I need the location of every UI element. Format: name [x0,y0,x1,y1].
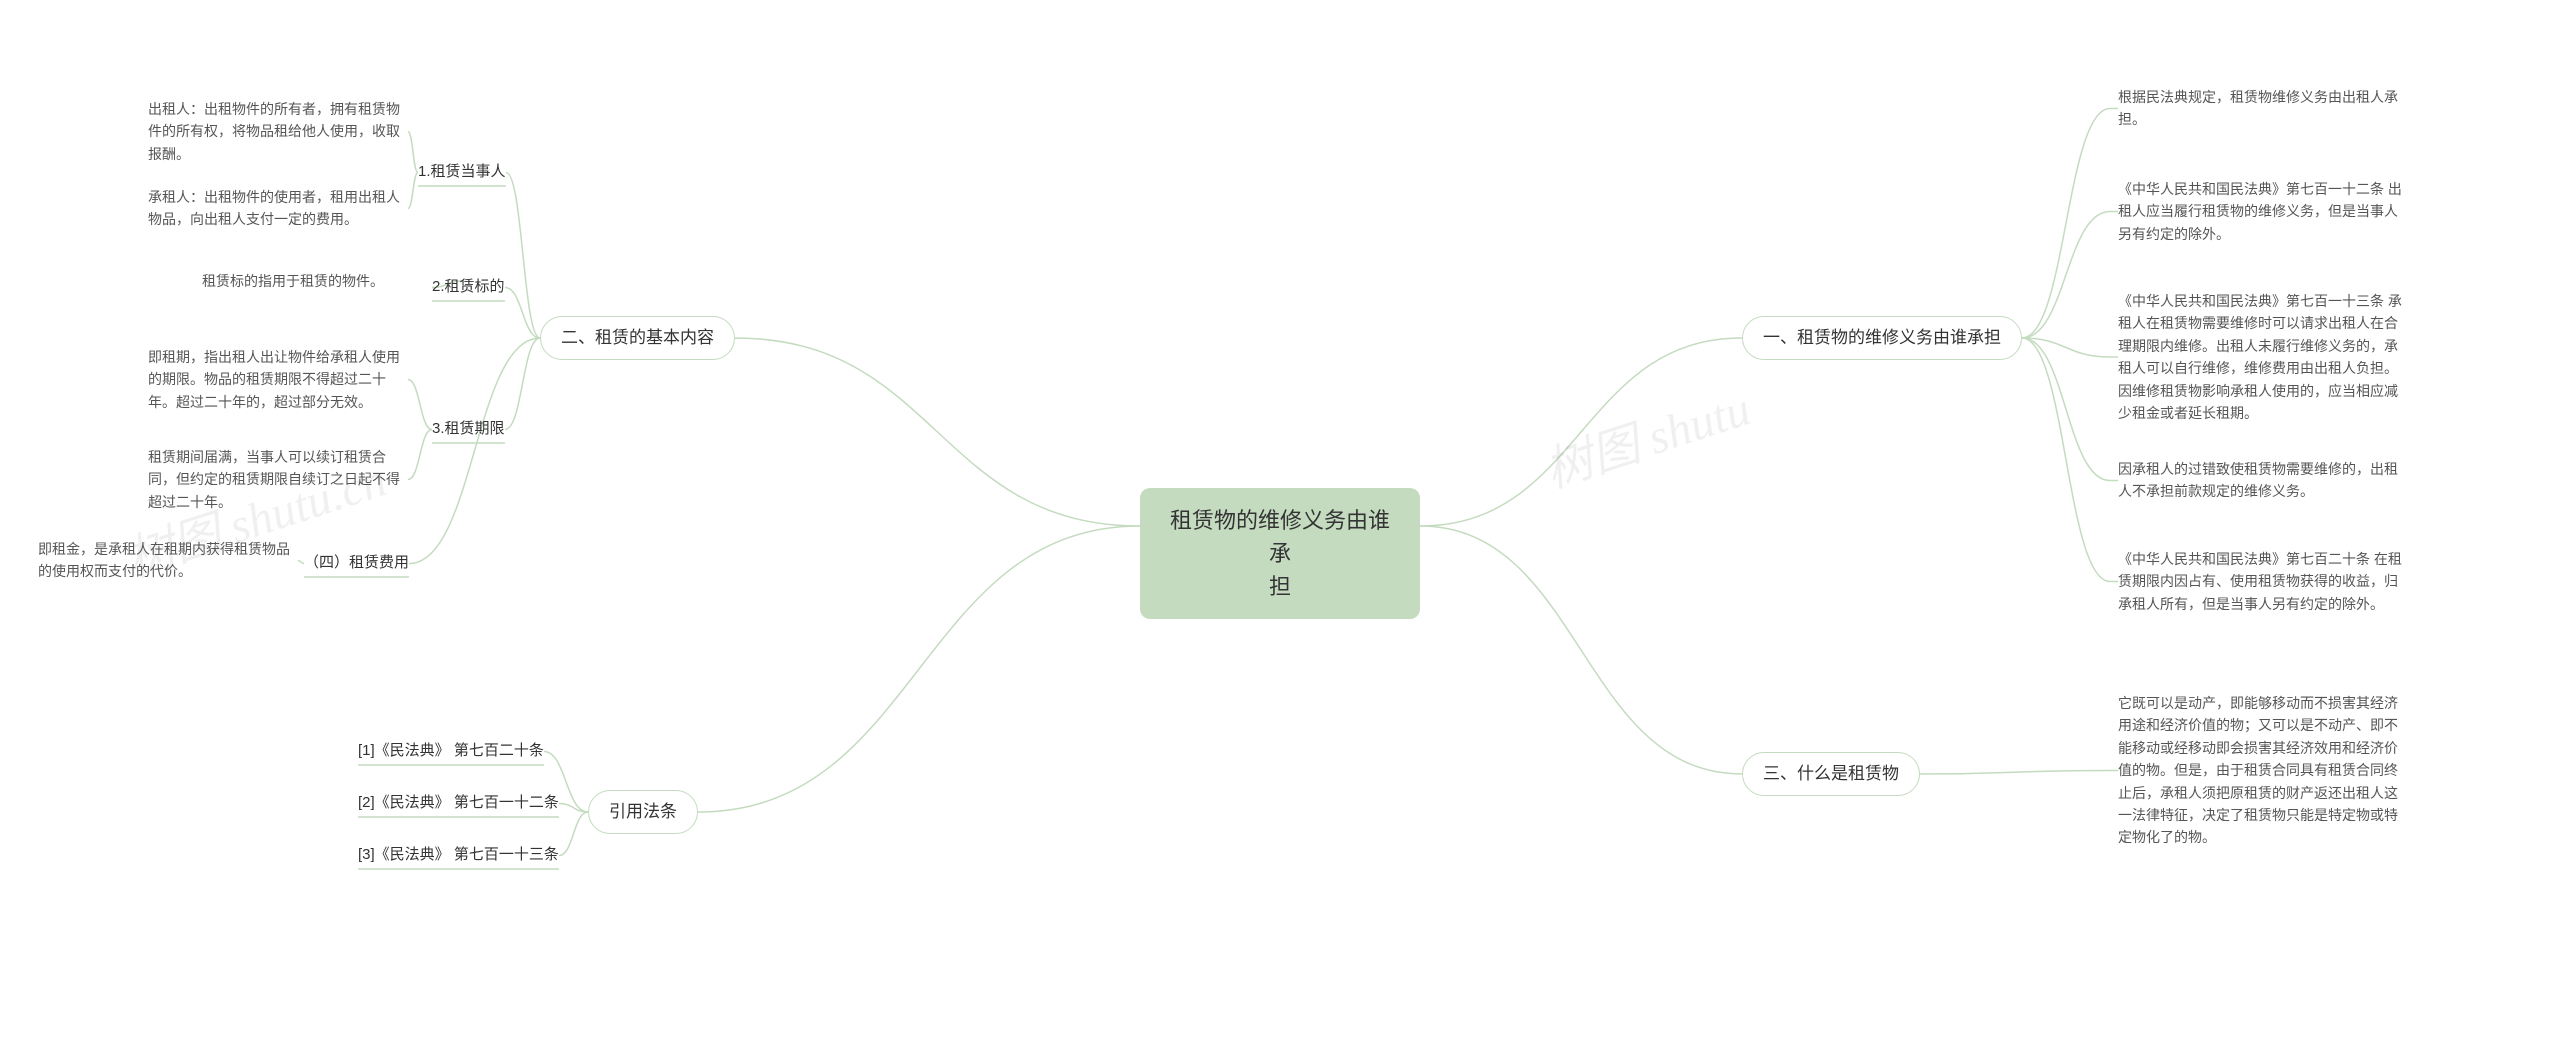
leaf-right-0-3: 因承租人的过错致使租赁物需要维修的，出租人不承担前款规定的维修义务。 [2118,458,2408,503]
sub-left-1-0: [1]《民法典》 第七百二十条 [358,740,544,763]
branch-left-0: 二、租赁的基本内容 [540,316,735,360]
leaf-left-0-3-0: 即租金，是承租人在租期内获得租赁物品的使用权而支付的代价。 [38,538,298,583]
center-text-line1: 租赁物的维修义务由谁承 [1170,508,1390,566]
leaf-right-0-2: 《中华人民共和国民法典》第七百一十三条 承租人在租赁物需要维修时可以请求出租人在… [2118,290,2408,424]
watermark: 树图 shutu [1534,369,1757,501]
branch-right-1: 三、什么是租赁物 [1742,752,1920,796]
leaf-left-0-2-1: 租赁期间届满，当事人可以续订租赁合同，但约定的租赁期限自续订之日起不得超过二十年… [148,446,408,513]
leaf-left-0-0-1: 承租人：出租物件的使用者，租用出租人物品，向出租人支付一定的费用。 [148,186,408,231]
center-text-line2: 担 [1269,574,1291,599]
sub-left-0-3: （四）租赁费用 [304,552,409,575]
sub-left-0-0: 1.租赁当事人 [418,161,506,184]
leaf-left-0-2-0: 即租期，指出租人出让物件给承租人使用的期限。物品的租赁期限不得超过二十年。超过二… [148,346,408,413]
sub-left-1-2: [3]《民法典》 第七百一十三条 [358,844,559,867]
leaf-left-0-1-0: 租赁标的指用于租赁的物件。 [202,270,462,292]
branch-right-0: 一、租赁物的维修义务由谁承担 [1742,316,2022,360]
sub-left-1-1: [2]《民法典》 第七百一十二条 [358,792,559,815]
branch-left-1: 引用法条 [588,790,698,834]
center-node: 租赁物的维修义务由谁承 担 [1140,488,1420,619]
leaf-right-0-1: 《中华人民共和国民法典》第七百一十二条 出租人应当履行租赁物的维修义务，但是当事… [2118,178,2408,245]
leaf-right-0-4: 《中华人民共和国民法典》第七百二十条 在租赁期限内因占有、使用租赁物获得的收益，… [2118,548,2408,615]
leaf-right-0-0: 根据民法典规定，租赁物维修义务由出租人承担。 [2118,86,2408,131]
leaf-right-1-0: 它既可以是动产，即能够移动而不损害其经济用途和经济价值的物；又可以是不动产、即不… [2118,692,2408,849]
sub-left-0-2: 3.租赁期限 [432,418,505,441]
leaf-left-0-0-0: 出租人：出租物件的所有者，拥有租赁物件的所有权，将物品租给他人使用，收取报酬。 [148,98,408,165]
